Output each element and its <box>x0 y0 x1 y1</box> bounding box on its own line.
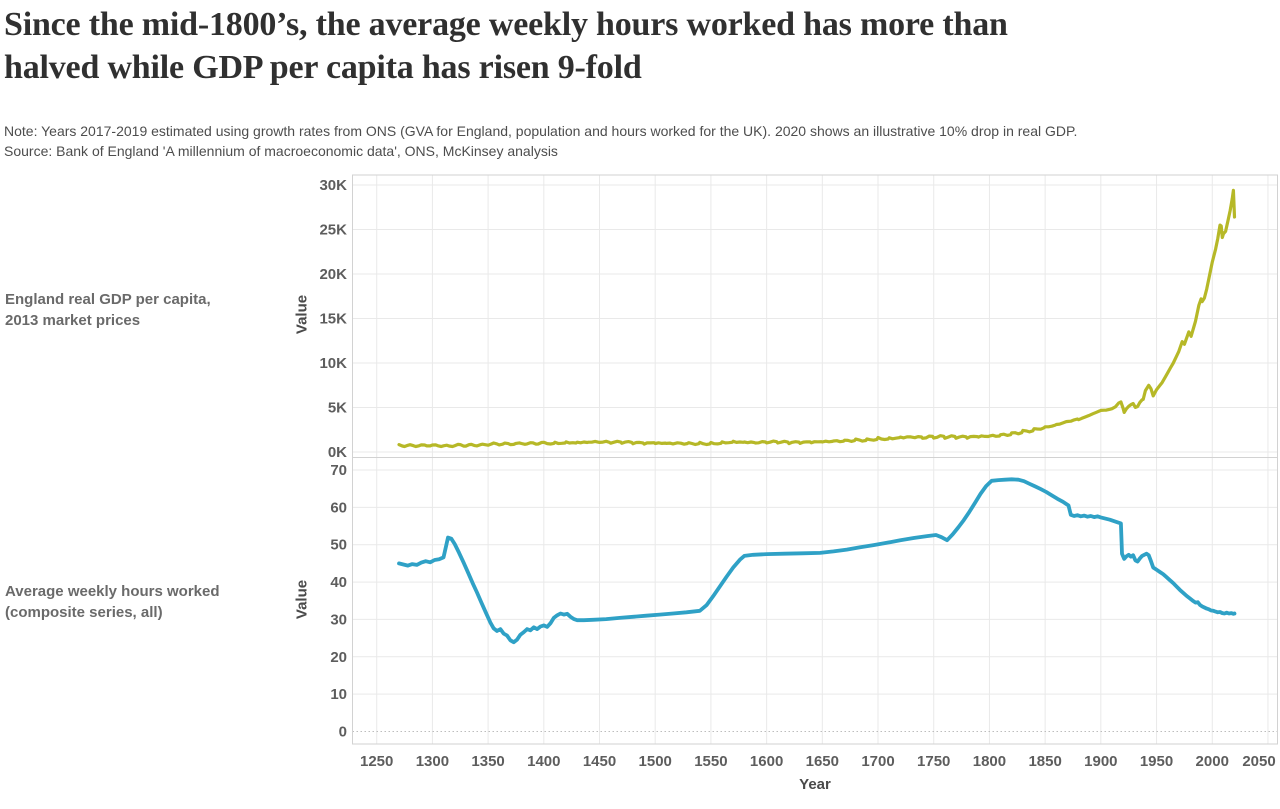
y-tick-label: 50 <box>330 537 347 554</box>
y-tick-label: 60 <box>330 499 347 516</box>
y-tick-label: 0 <box>339 724 347 741</box>
source-text: Source: Bank of England 'A millennium of… <box>4 143 558 159</box>
y-tick-label: 40 <box>330 574 347 591</box>
gdp-line <box>397 188 1237 449</box>
x-tick-label: 1750 <box>917 753 950 770</box>
x-tick-label: 1250 <box>360 753 393 770</box>
x-tick-label: 1650 <box>806 753 839 770</box>
note-block: Note: Years 2017-2019 estimated using gr… <box>4 121 1224 161</box>
note-text: Note: Years 2017-2019 estimated using gr… <box>4 123 1078 139</box>
row-label-hours: Average weekly hours worked (composite s… <box>5 581 335 623</box>
hours-line <box>397 477 1237 645</box>
x-tick-label: 1350 <box>471 753 504 770</box>
y-tick-label: 5K <box>328 400 347 417</box>
x-tick-label: 1900 <box>1084 753 1117 770</box>
row-label-gdp-line2: 2013 market prices <box>5 312 141 329</box>
x-tick-label: 1450 <box>583 753 616 770</box>
row-label-hours-line2: (composite series, all) <box>5 604 163 621</box>
x-tick-label: 2050 <box>1242 753 1275 770</box>
y-tick-label: 20K <box>319 266 347 283</box>
x-tick-label: 1300 <box>416 753 449 770</box>
x-tick-label: 1700 <box>861 753 894 770</box>
x-tick-label: 1550 <box>694 753 727 770</box>
pane-border <box>352 457 1278 745</box>
y-tick-label: 30 <box>330 611 347 628</box>
y-tick-label: 25K <box>319 222 347 239</box>
y-tick-label: 20 <box>330 649 347 666</box>
x-tick-label: 2000 <box>1196 753 1229 770</box>
x-axis-title: Year <box>799 776 831 793</box>
y-axis-title-gdp: Value <box>293 294 311 335</box>
y-tick-label: 10 <box>330 686 347 703</box>
y-tick-label: 30K <box>319 177 347 194</box>
x-tick-label: 1950 <box>1140 753 1173 770</box>
y-tick-label: 0K <box>328 444 347 461</box>
x-tick-label: 1500 <box>639 753 672 770</box>
x-tick-label: 1800 <box>973 753 1006 770</box>
x-tick-label: 1400 <box>527 753 560 770</box>
y-tick-label: 15K <box>319 311 347 328</box>
row-label-gdp: England real GDP per capita, 2013 market… <box>5 289 335 331</box>
y-axis-title-hours: Value <box>293 579 311 620</box>
pane-border <box>352 174 1278 458</box>
page-title: Since the mid-1800’s, the average weekly… <box>4 6 1008 86</box>
y-tick-label: 10K <box>319 355 347 372</box>
y-tick-label: 70 <box>330 462 347 479</box>
x-tick-label: 1600 <box>750 753 783 770</box>
row-label-hours-line1: Average weekly hours worked <box>5 583 220 600</box>
row-label-gdp-line1: England real GDP per capita, <box>5 291 211 308</box>
x-tick-label: 1850 <box>1028 753 1061 770</box>
